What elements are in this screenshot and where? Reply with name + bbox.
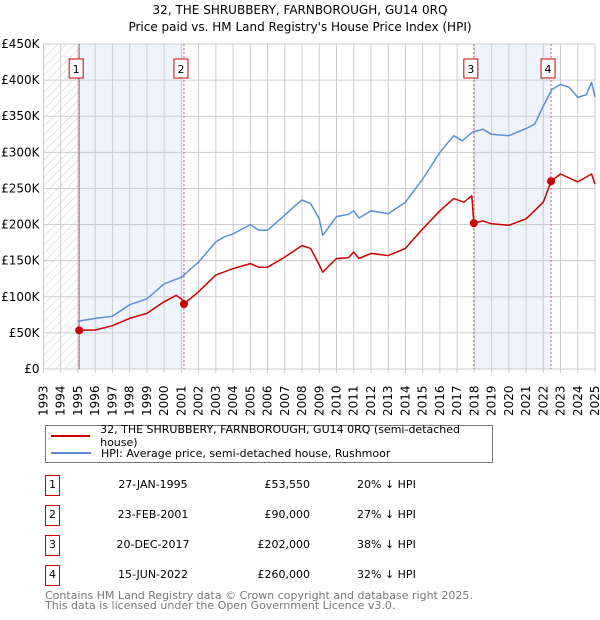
y-tick-label: £350K <box>1 109 41 123</box>
ownership-period-shade <box>79 44 184 369</box>
series-line-hpi <box>77 81 596 323</box>
y-tick-label: £50K <box>9 326 41 340</box>
sale-label-box <box>463 58 479 79</box>
y-tick-label: £450K <box>1 37 41 51</box>
sale-label: 1 <box>73 63 80 76</box>
legend: 32, THE SHRUBBERY, FARNBOROUGH, GU14 0RQ… <box>45 423 493 463</box>
sale-label: 2 <box>177 63 184 76</box>
table-row: 2 23-FEB-2001 £90,000 27% ↓ HPI <box>45 505 445 526</box>
sale-date: 15-JUN-2022 <box>117 568 189 581</box>
sale-date: 27-JAN-1995 <box>118 478 188 491</box>
chart-title: 32, THE SHRUBBERY, FARNBOROUGH, GU14 0RQ <box>152 3 448 17</box>
x-tick-label: 2021 <box>519 385 533 416</box>
sale-hpi-diff: 32% ↓ HPI <box>357 568 416 581</box>
sale-number: 4 <box>45 565 60 586</box>
sale-date: 23-FEB-2001 <box>117 508 189 521</box>
y-tick-label: £200K <box>1 218 41 232</box>
x-tick-label: 2022 <box>536 385 550 416</box>
sale-label-box <box>540 58 556 79</box>
x-tick-label: 2013 <box>381 385 395 416</box>
legend-swatch-hpi <box>51 452 91 454</box>
pre-data-hatch <box>43 44 80 369</box>
x-tick-label: 2016 <box>433 385 447 416</box>
y-tick-label: £400K <box>1 73 41 87</box>
x-tick-label: 2011 <box>347 385 361 416</box>
x-tick-label: 2008 <box>295 385 309 416</box>
table-row: 1 27-JAN-1995 £53,550 20% ↓ HPI <box>45 475 445 496</box>
legend-item-hpi: HPI: Average price, semi-detached house,… <box>46 445 390 461</box>
legend-swatch-property <box>51 435 91 437</box>
x-tick-label: 2015 <box>416 385 430 416</box>
x-tick-label: 2003 <box>209 385 223 416</box>
sale-point <box>469 219 478 228</box>
chart-subtitle: Price paid vs. HM Land Registry's House … <box>128 20 472 34</box>
x-tick-label: 2023 <box>554 385 568 416</box>
price-chart: 1993 1994 1995 1996 1997 1998 1999 2000 2001 2002… <box>1 37 600 416</box>
sale-date: 20-DEC-2017 <box>116 538 190 551</box>
x-tick-label: 2018 <box>467 385 481 416</box>
sale-point <box>179 300 188 308</box>
x-tick-label: 2024 <box>571 385 585 416</box>
x-tick-label: 2009 <box>312 385 326 416</box>
x-tick-label: 1996 <box>88 385 102 416</box>
y-tick-label: £150K <box>1 254 41 268</box>
sale-label: 3 <box>467 63 474 76</box>
table-row: 3 20-DEC-2017 £202,000 38% ↓ HPI <box>45 535 445 556</box>
x-tick-label: 2005 <box>243 385 257 416</box>
legend-label-property: 32, THE SHRUBBERY, FARNBOROUGH, GU14 0RQ… <box>100 423 461 449</box>
sale-price: £90,000 <box>264 508 311 521</box>
sale-label-box <box>68 58 84 79</box>
x-tick-label: 2020 <box>502 385 516 416</box>
x-tick-label: 2010 <box>329 385 343 416</box>
legend-label-hpi: HPI: Average price, semi-detached house,… <box>101 446 391 460</box>
sale-price: £53,550 <box>264 478 311 491</box>
x-tick-label: 2025 <box>588 385 600 416</box>
sale-price: £260,000 <box>257 568 311 581</box>
sale-number: 2 <box>45 505 60 526</box>
x-tick-label: 2001 <box>174 385 188 416</box>
sale-hpi-diff: 27% ↓ HPI <box>357 508 416 521</box>
x-tick-label: 2002 <box>192 385 206 416</box>
table-row: 4 15-JUN-2022 £260,000 32% ↓ HPI <box>45 565 445 586</box>
x-tick-label: 2014 <box>398 385 412 416</box>
footer-copyright: Contains HM Land Registry data © Crown c… <box>45 589 473 602</box>
y-tick-label: £0 <box>24 362 39 376</box>
x-tick-label: 1994 <box>54 385 68 416</box>
x-tick-label: 2017 <box>450 385 464 416</box>
sale-label: 4 <box>545 63 552 76</box>
sale-hpi-diff: 20% ↓ HPI <box>357 478 416 491</box>
x-tick-label: 2007 <box>278 385 292 416</box>
sale-number: 1 <box>45 475 60 496</box>
x-tick-label: 2004 <box>226 385 240 416</box>
sale-hpi-diff: 38% ↓ HPI <box>357 538 416 551</box>
x-tick-label: 2012 <box>364 385 378 416</box>
sale-price: £202,000 <box>257 538 311 551</box>
x-tick-label: 1997 <box>105 385 119 416</box>
x-tick-label: 2000 <box>157 385 171 416</box>
x-tick-label: 1993 <box>37 385 51 416</box>
sale-point <box>75 326 84 335</box>
x-tick-label: 2019 <box>485 385 499 416</box>
sale-point <box>547 177 556 186</box>
x-tick-label: 1999 <box>140 385 154 416</box>
y-tick-label: £300K <box>1 145 41 159</box>
y-tick-label: £250K <box>1 181 41 195</box>
footer-licence: This data is licensed under the Open Gov… <box>45 599 396 612</box>
y-tick-label: £100K <box>1 290 41 304</box>
legend-item-property: 32, THE SHRUBBERY, FARNBOROUGH, GU14 0RQ… <box>46 423 492 449</box>
x-tick-label: 1995 <box>71 385 85 416</box>
sale-number: 3 <box>45 535 60 556</box>
x-tick-label: 1998 <box>123 385 137 416</box>
sale-label-box <box>173 58 189 79</box>
x-tick-label: 2006 <box>261 385 275 416</box>
